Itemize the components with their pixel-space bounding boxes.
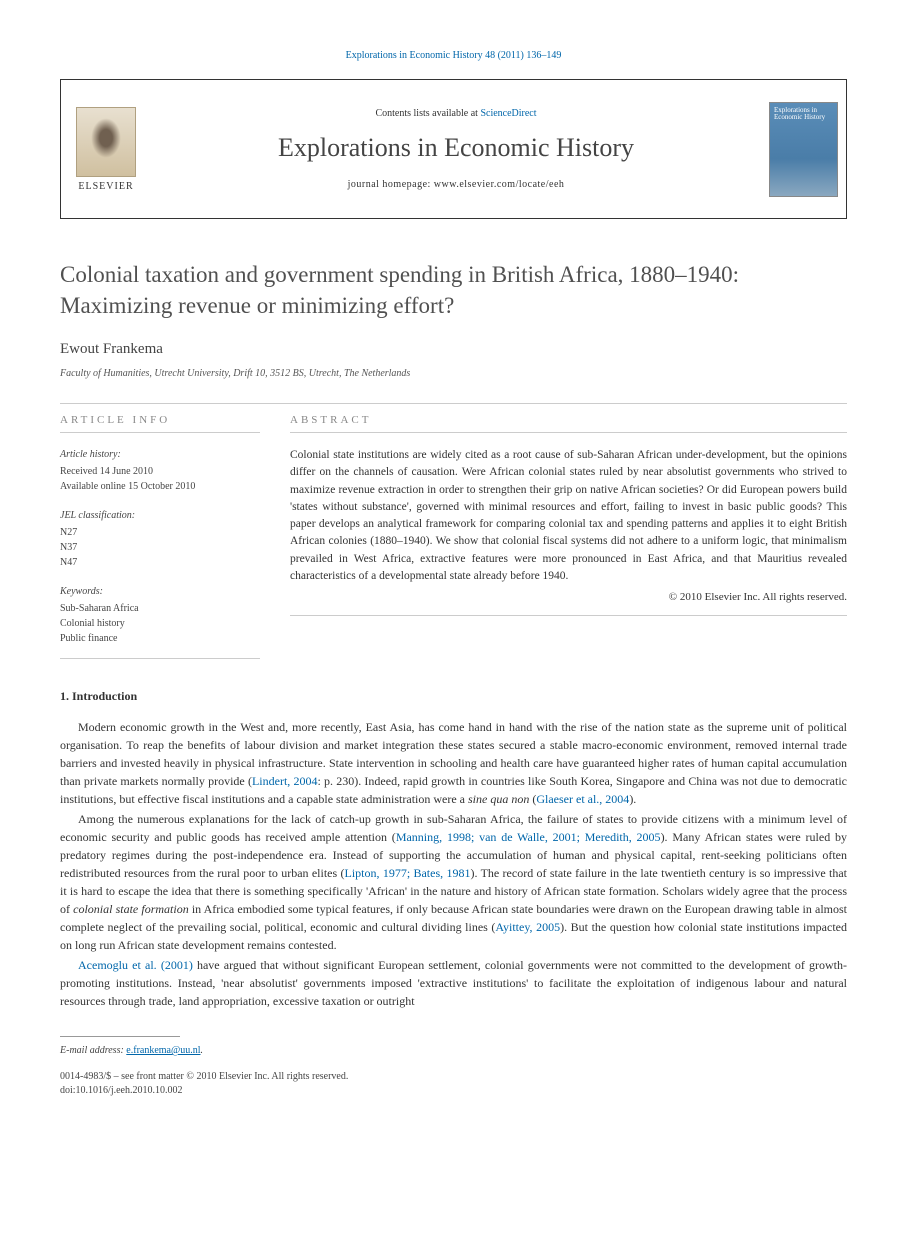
- citation-link[interactable]: Glaeser et al., 2004: [536, 792, 629, 806]
- doi-line: doi:10.1016/j.eeh.2010.10.002: [60, 1084, 847, 1098]
- email-suffix: .: [200, 1045, 203, 1056]
- article-info-header: ARTICLE INFO: [60, 414, 260, 426]
- section-1-title: 1. Introduction: [60, 689, 847, 704]
- divider: [60, 403, 847, 404]
- jel-label: JEL classification:: [60, 508, 260, 523]
- contents-available-line: Contents lists available at ScienceDirec…: [375, 108, 536, 119]
- article-history-block: Article history: Received 14 June 2010 A…: [60, 447, 260, 494]
- journal-name: Explorations in Economic History: [278, 133, 634, 163]
- footer-separator: [60, 1036, 180, 1037]
- jel-code: N27: [60, 527, 77, 538]
- abstract-header: ABSTRACT: [290, 414, 847, 426]
- issn-line: 0014-4983/$ – see front matter © 2010 El…: [60, 1070, 847, 1084]
- abstract-text: Colonial state institutions are widely c…: [290, 447, 847, 585]
- article-title: Colonial taxation and government spendin…: [60, 259, 847, 321]
- article-info-column: ARTICLE INFO Article history: Received 1…: [60, 414, 260, 659]
- keywords-block: Keywords: Sub-Saharan Africa Colonial hi…: [60, 584, 260, 646]
- keyword: Colonial history: [60, 618, 125, 629]
- keyword: Sub-Saharan Africa: [60, 603, 139, 614]
- body-paragraph-1: Modern economic growth in the West and, …: [60, 718, 847, 808]
- sciencedirect-link[interactable]: ScienceDirect: [480, 108, 536, 119]
- elsevier-logo[interactable]: ELSEVIER: [61, 80, 151, 218]
- divider: [60, 432, 260, 433]
- jel-block: JEL classification: N27 N37 N47: [60, 508, 260, 570]
- italic-phrase: colonial state formation: [73, 902, 189, 916]
- elsevier-label: ELSEVIER: [78, 181, 133, 192]
- email-label: E-mail address:: [60, 1045, 126, 1056]
- contents-prefix: Contents lists available at: [375, 108, 480, 119]
- homepage-url[interactable]: www.elsevier.com/locate/eeh: [434, 179, 565, 190]
- body-paragraph-2: Among the numerous explanations for the …: [60, 810, 847, 954]
- divider: [60, 658, 260, 659]
- journal-header-box: ELSEVIER Contents lists available at Sci…: [60, 79, 847, 219]
- divider: [290, 615, 847, 616]
- available-date: Available online 15 October 2010: [60, 481, 195, 492]
- elsevier-tree-icon: [76, 107, 136, 177]
- body-paragraph-3: Acemoglu et al. (2001) have argued that …: [60, 956, 847, 1010]
- author-name[interactable]: Ewout Frankema: [60, 341, 847, 358]
- citation-link[interactable]: Lipton, 1977; Bates, 1981: [345, 866, 471, 880]
- jel-code: N47: [60, 557, 77, 568]
- citation-link[interactable]: Lindert, 2004: [252, 774, 318, 788]
- article-page: Explorations in Economic History 48 (201…: [0, 0, 907, 1138]
- citation-link[interactable]: Ayittey, 2005: [495, 920, 560, 934]
- email-link[interactable]: e.frankema@uu.nl: [126, 1045, 200, 1056]
- corresponding-email-line: E-mail address: e.frankema@uu.nl.: [60, 1045, 847, 1056]
- history-label: Article history:: [60, 447, 260, 462]
- keyword: Public finance: [60, 633, 117, 644]
- info-abstract-row: ARTICLE INFO Article history: Received 1…: [60, 414, 847, 659]
- abstract-column: ABSTRACT Colonial state institutions are…: [290, 414, 847, 659]
- received-date: Received 14 June 2010: [60, 466, 153, 477]
- italic-phrase: sine qua non: [468, 792, 529, 806]
- top-citation: Explorations in Economic History 48 (201…: [60, 50, 847, 61]
- cover-title: Explorations in Economic History: [774, 107, 833, 122]
- homepage-label: journal homepage:: [348, 179, 434, 190]
- jel-code: N37: [60, 542, 77, 553]
- citation-link[interactable]: Manning, 1998; van de Walle, 2001; Mered…: [396, 830, 661, 844]
- keywords-label: Keywords:: [60, 584, 260, 599]
- abstract-copyright: © 2010 Elsevier Inc. All rights reserved…: [290, 591, 847, 603]
- journal-cover-thumbnail[interactable]: Explorations in Economic History: [761, 80, 846, 218]
- para-text: ).: [629, 792, 636, 806]
- cover-image: Explorations in Economic History: [769, 102, 838, 197]
- divider: [290, 432, 847, 433]
- header-center: Contents lists available at ScienceDirec…: [151, 80, 761, 218]
- citation-link[interactable]: Acemoglu et al. (2001): [78, 958, 193, 972]
- author-affiliation: Faculty of Humanities, Utrecht Universit…: [60, 368, 847, 379]
- homepage-line: journal homepage: www.elsevier.com/locat…: [348, 179, 565, 190]
